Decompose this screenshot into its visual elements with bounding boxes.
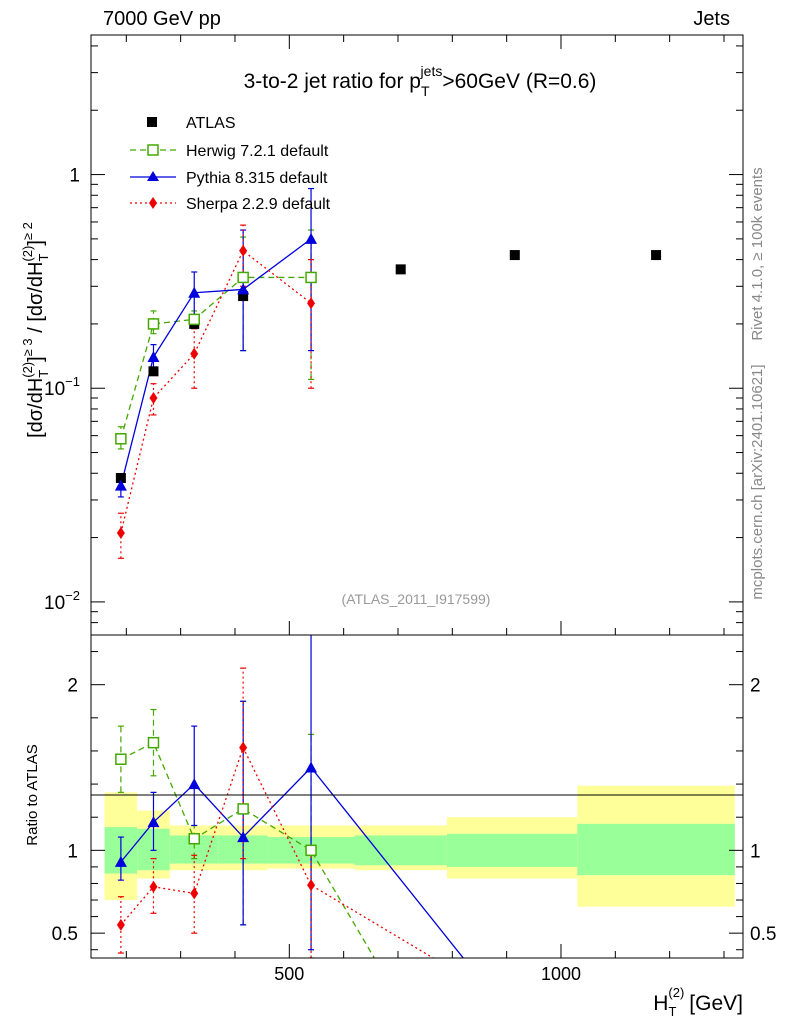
atlas-point-5 [395, 264, 406, 275]
herwig-point-0 [115, 433, 127, 445]
atlas-point-7 [651, 250, 662, 261]
band-inner-6 [446, 833, 578, 867]
ratio-frame [90, 634, 744, 959]
y-axis-label: [dσ/dHT(2)]≥ 3 / [dσ/dHT(2)]≥ 2 [20, 222, 51, 438]
y-tick-label-0: 10−2 [44, 588, 80, 614]
ratio-tick-label-r-0.5: 0.5 [750, 924, 776, 945]
pythia-point-3 [237, 283, 250, 295]
pythia-point-4 [305, 232, 318, 244]
legend: ATLAS Herwig 7.2.1 default Pythia 8.315 … [130, 115, 331, 213]
sherpa-ratio-point-2 [190, 887, 199, 900]
pythia-ratio-point-0 [114, 855, 127, 867]
sherpa-point-4 [307, 297, 316, 310]
atlas-point-3 [238, 291, 249, 302]
sherpa-point-3 [239, 244, 248, 257]
atlas-point-1 [148, 366, 159, 377]
herwig-ratio-point-2 [188, 832, 200, 845]
y-tick-label-1: 10−1 [44, 374, 80, 400]
legend-atlas-label: ATLAS [186, 115, 236, 132]
legend-herwig-marker [147, 144, 159, 156]
ratio-y-axis-label: Ratio to ATLAS [24, 744, 41, 845]
band-inner-7 [577, 823, 735, 876]
chart-title: 3-to-2 jet ratio for pTjets>60GeV (R=0.6… [244, 63, 597, 99]
herwig-point-3 [237, 271, 249, 284]
ratio-tick-label-r-1: 1 [750, 841, 761, 862]
herwig-ratio-point-4 [305, 844, 317, 857]
header-right: Jets [693, 8, 730, 30]
ratio-tick-label-l-0.5: 0.5 [52, 924, 78, 945]
herwig-ratio-point-3 [237, 803, 249, 815]
legend-pythia-label: Pythia 8.315 default [186, 170, 328, 187]
rivet-label: Rivet 4.1.0, ≥ 100k events [749, 167, 766, 340]
pythia-point-0 [114, 479, 127, 491]
sherpa-ratio-line [120, 745, 435, 958]
sherpa-point-0 [116, 527, 125, 540]
pythia-ratio-point-4 [305, 761, 318, 773]
pythia-ratio-point-3 [237, 831, 250, 843]
legend-sherpa-marker [149, 197, 157, 209]
pythia-point-1 [147, 351, 160, 363]
legend-herwig-label: Herwig 7.2.1 default [186, 143, 329, 160]
herwig-ratio-point-0 [115, 753, 127, 765]
herwig-ratio-point-1 [147, 736, 160, 749]
pythia-ratio-point-1 [147, 816, 160, 828]
pythia-ratio-point-2 [188, 778, 201, 790]
legend-pythia-marker [147, 171, 159, 181]
sherpa-ratio-point-1 [149, 880, 158, 893]
x-axis-label: HT(2) [GeV] [653, 985, 743, 1019]
pythia-ratio-line [120, 766, 465, 958]
analysis-id: (ATLAS_2011_I917599) [342, 591, 491, 607]
sherpa-point-2 [190, 347, 199, 360]
sherpa-ratio-point-0 [116, 918, 125, 931]
herwig-point-4 [305, 271, 317, 284]
sherpa-ratio-point-3 [239, 741, 248, 754]
ratio-tick-label-r-2: 2 [750, 676, 761, 697]
sherpa-line [120, 249, 312, 534]
y-tick-label-2: 1 [69, 166, 80, 187]
ratio-tick-label-l-2: 2 [67, 676, 78, 697]
atlas-point-0 [115, 473, 126, 484]
x-tick-label-500: 500 [274, 964, 304, 984]
ratio-tick-label-l-1: 1 [67, 841, 78, 862]
x-tick-label-1000: 1000 [541, 964, 581, 984]
pythia-line [120, 238, 312, 486]
herwig-point-1 [147, 318, 160, 330]
atlas-point-6 [509, 250, 520, 261]
sherpa-ratio-point-4 [307, 879, 316, 892]
legend-atlas-marker [147, 117, 157, 127]
legend-sherpa-label: Sherpa 2.2.9 default [186, 196, 331, 213]
herwig-point-2 [188, 313, 200, 326]
header-left: 7000 GeV pp [103, 8, 221, 30]
sherpa-point-1 [149, 392, 158, 405]
mcplots-label: mcplots.cern.ch [arXiv:2401.10621] [749, 364, 766, 599]
pythia-point-2 [188, 286, 201, 298]
